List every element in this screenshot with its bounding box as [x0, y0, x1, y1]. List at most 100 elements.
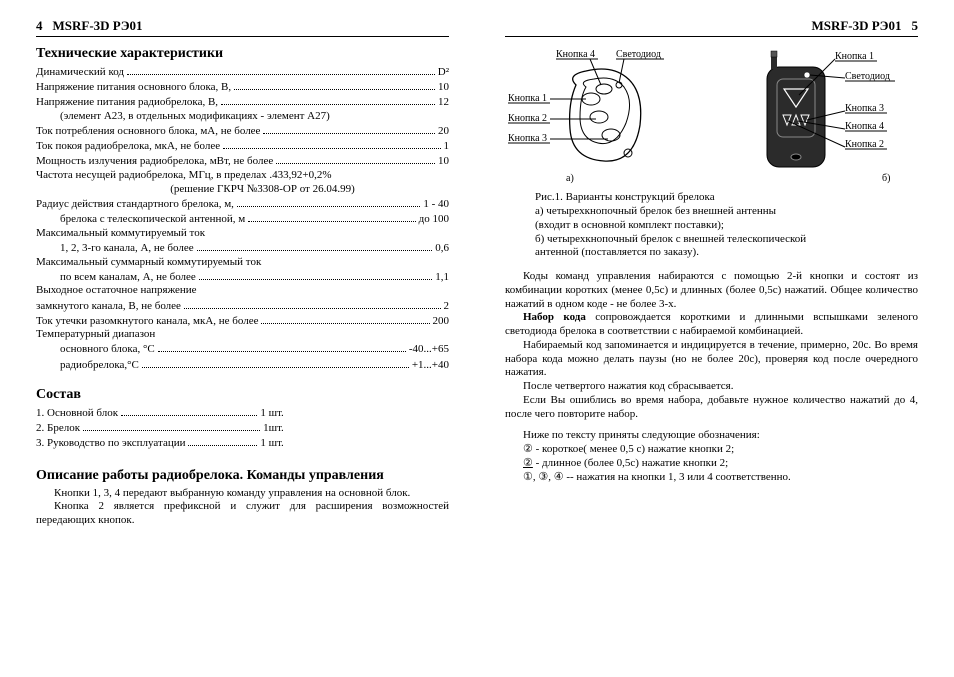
- paragraph: Набираемый код запоминается и индицирует…: [505, 339, 918, 380]
- contents-label: 2. Брелок: [36, 422, 80, 436]
- spec-row: Мощность излучения радиобрелока, мВт, не…: [36, 154, 449, 169]
- page-number: 4: [36, 18, 43, 34]
- dotted-leader: [121, 406, 257, 416]
- label-btn4: Кнопка 4: [845, 121, 884, 132]
- spec-row: Ток покоя радиобрелока, мкА, не более 1: [36, 139, 449, 154]
- page-right: MSRF-3D РЭ01 5 Кнопка 1 Кнопка 2 Кнопка …: [477, 0, 954, 677]
- page-number: 5: [912, 18, 919, 34]
- spec-value: +1...+40: [412, 359, 449, 373]
- label-btn4: Кнопка 4: [556, 49, 595, 60]
- dotted-leader: [276, 154, 435, 164]
- dotted-leader: [237, 197, 420, 207]
- spec-row: Ток утечки разомкнутого канала, мкА, не …: [36, 313, 449, 328]
- spec-value: 2: [444, 300, 450, 314]
- spec-value: 10: [438, 155, 449, 169]
- spec-row: Выходное остаточное напряжение: [36, 284, 449, 298]
- page-left: 4 MSRF-3D РЭ01 Технические характеристик…: [0, 0, 477, 677]
- spec-row: замкнутого канала, В, не более2: [36, 298, 449, 313]
- contents-value: 1шт.: [263, 422, 284, 436]
- contents-value: 1 шт.: [260, 407, 283, 421]
- spec-value: 10: [438, 81, 449, 95]
- spec-label: Динамический код: [36, 66, 124, 80]
- label-led: Светодиод: [616, 49, 661, 60]
- dotted-leader: [142, 357, 409, 367]
- spec-label: Ток утечки разомкнутого канала, мкА, не …: [36, 315, 258, 329]
- spec-value: 200: [433, 315, 450, 329]
- doc-title: MSRF-3D РЭ01: [53, 18, 143, 34]
- spec-label: Напряжение питания радиобрелока, В,: [36, 96, 218, 110]
- desc-paragraph: Кнопка 2 является префиксной и служит дл…: [36, 500, 449, 528]
- dotted-leader: [263, 124, 435, 134]
- spec-row: Максимальный суммарный коммутируемый ток: [36, 256, 449, 270]
- spec-label: 1, 2, 3-го канала, А, не более: [60, 242, 194, 256]
- paragraph: После четвертого нажатия код сбрасываетс…: [505, 380, 918, 394]
- spec-label: Ток потребления основного блока, мА, не …: [36, 125, 260, 139]
- spec-row: Частота несущей радиобрелока, МГц, в пре…: [36, 169, 449, 183]
- dotted-leader: [199, 269, 432, 279]
- paragraph: Набор кода сопровождается короткими и дл…: [505, 311, 918, 339]
- spec-label: Напряжение питания основного блока, В,: [36, 81, 231, 95]
- dotted-leader: [261, 313, 429, 323]
- legend-line: ② - длинное (более 0,5с) нажатие кнопки …: [505, 457, 918, 471]
- figcap-line: б) четырехкнопочный брелок с внешней тел…: [535, 233, 918, 247]
- desc-paragraph: Кнопки 1, 3, 4 передают выбранную команд…: [36, 487, 449, 501]
- spec-value: 20: [438, 125, 449, 139]
- spec-row: Радиус действия стандартного брелока, м,…: [36, 197, 449, 212]
- contents-row: 3. Руководство по эксплуатации1 шт.: [36, 436, 284, 451]
- spec-value: до 100: [419, 213, 449, 227]
- spec-row: Максимальный коммутируемый ток: [36, 227, 449, 241]
- legend-text: -- нажатия на кнопки 1, 3 или 4 соответс…: [564, 471, 791, 483]
- dotted-leader: [184, 298, 441, 308]
- contents-label: 3. Руководство по эксплуатации: [36, 437, 185, 451]
- spec-row: Динамический код D²: [36, 65, 449, 80]
- doc-title: MSRF-3D РЭ01: [811, 18, 901, 34]
- spec-label: (решение ГКРЧ №3308-ОР от 26.04.99): [170, 183, 355, 197]
- circled-134-icon: ①, ③, ④: [523, 471, 564, 483]
- label-btn3: Кнопка 3: [508, 133, 547, 144]
- spec-label: основного блока, °С: [60, 343, 155, 357]
- dotted-leader: [234, 80, 435, 90]
- spec-label: Максимальный суммарный коммутируемый ток: [36, 256, 261, 270]
- spec-label: брелока с телескопической антенной, м: [60, 213, 245, 227]
- spec-row: Ток потребления основного блока, мА, не …: [36, 124, 449, 139]
- spec-value: 1 - 40: [423, 198, 449, 212]
- spec-label: (элемент А23, в отдельных модификациях -…: [60, 110, 330, 124]
- spec-value: 0,6: [435, 242, 449, 256]
- dotted-leader: [83, 421, 260, 431]
- spec-row: радиобрелока,°С+1...+40: [36, 357, 449, 372]
- spec-value: 12: [438, 96, 449, 110]
- spec-label: Частота несущей радиобрелока, МГц, в пре…: [36, 169, 331, 183]
- page-spread: 4 MSRF-3D РЭ01 Технические характеристик…: [0, 0, 954, 677]
- figure-letter-a: а): [566, 173, 574, 184]
- spec-value: 1: [444, 140, 450, 154]
- figcap-line: Рис.1. Варианты конструкций брелока: [535, 191, 918, 205]
- paragraph: Коды команд управления набираются с помо…: [505, 270, 918, 311]
- spec-label: Выходное остаточное напряжение: [36, 284, 197, 298]
- running-head-left: 4 MSRF-3D РЭ01: [36, 18, 449, 37]
- label-btn1: Кнопка 1: [508, 93, 547, 104]
- spec-label: Температурный диапазон: [36, 328, 155, 342]
- contents-label: 1. Основной блок: [36, 407, 118, 421]
- spec-label: по всем каналам, А, не более: [60, 271, 196, 285]
- section-specs-title: Технические характеристики: [36, 45, 449, 63]
- dotted-leader: [197, 241, 433, 251]
- legend-text: - короткое( менее 0,5 с) нажатие кнопки …: [533, 443, 734, 455]
- section-contents-title: Состав: [36, 386, 449, 404]
- contents-row: 1. Основной блок 1 шт.: [36, 406, 284, 421]
- contents-list: 1. Основной блок1 шт.2. Брелок1шт.3. Рук…: [36, 406, 284, 451]
- dotted-leader: [188, 436, 257, 446]
- specs-list: Динамический код D² Напряжение питания осн…: [36, 65, 449, 373]
- spec-row: брелока с телескопической антенной, м до …: [36, 212, 449, 227]
- dotted-leader: [221, 95, 435, 105]
- label-btn3: Кнопка 3: [845, 103, 884, 114]
- circled-2-icon: ②: [523, 443, 533, 455]
- spec-label: Ток покоя радиобрелока, мкА, не более: [36, 140, 220, 154]
- dotted-leader: [223, 139, 440, 149]
- figure-1: Кнопка 1 Кнопка 2 Кнопка 3 Кнопка 4 Свет…: [505, 45, 918, 185]
- circled-2-underlined-icon: ②: [523, 457, 533, 469]
- figure-1b: Кнопка 1 Светодиод Кнопка 3 Кнопка 4 Кно…: [707, 45, 917, 185]
- spec-row: (решение ГКРЧ №3308-ОР от 26.04.99): [36, 183, 449, 197]
- spec-value: D²: [438, 66, 449, 80]
- section-desc-title: Описание работы радиобрелока. Команды уп…: [36, 467, 449, 485]
- spec-label: Максимальный коммутируемый ток: [36, 227, 205, 241]
